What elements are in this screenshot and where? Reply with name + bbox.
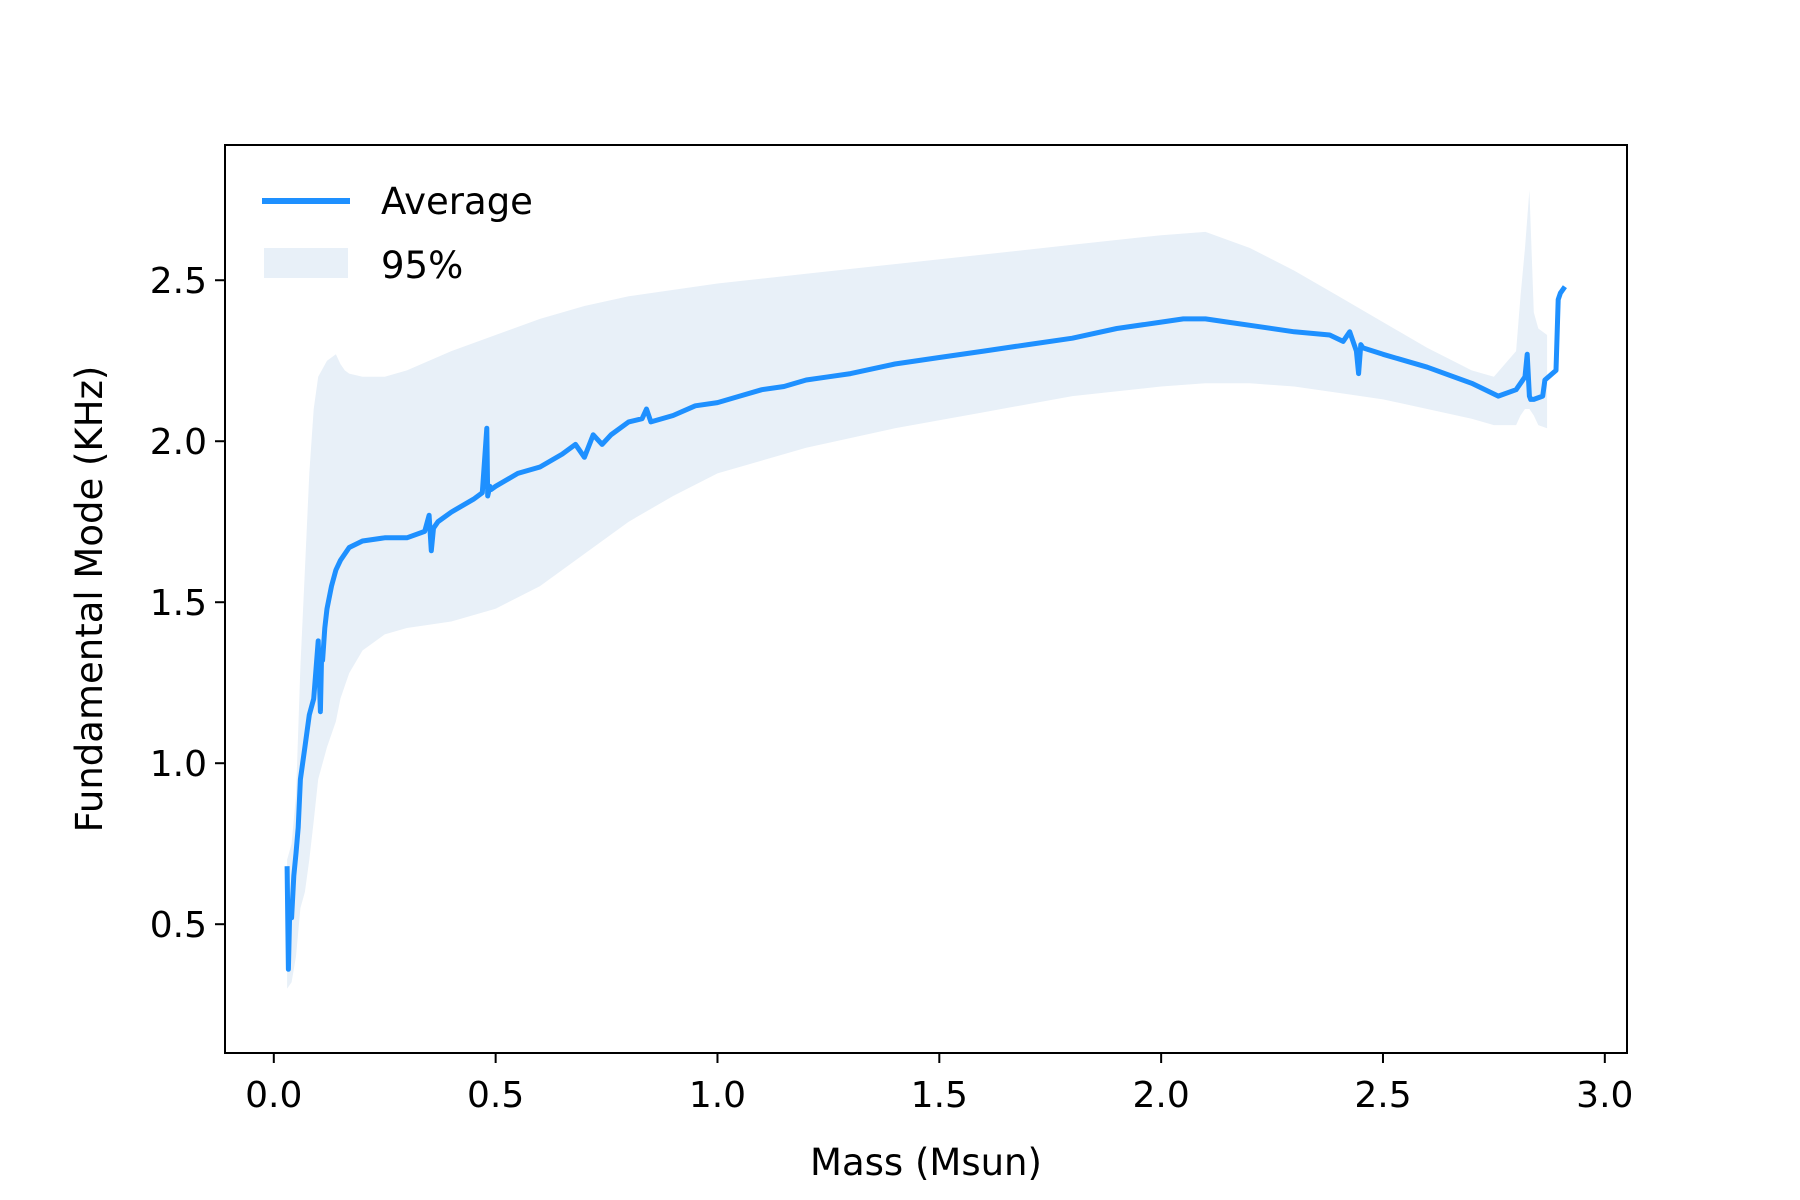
legend-band-label: 95% (381, 244, 463, 287)
legend-average-label: Average (381, 180, 533, 223)
y-tick-label: 2.0 (150, 422, 207, 463)
average-line (284, 285, 1567, 972)
legend: Average 95% (262, 180, 533, 287)
confidence-band-95 (287, 190, 1548, 989)
x-tick-label: 3.0 (1576, 1075, 1633, 1116)
legend-band-swatch (264, 248, 348, 278)
x-tick-label: 2.5 (1354, 1075, 1411, 1116)
plot-frame (224, 144, 1628, 1054)
x-axis-label: Mass (Msun) (810, 1141, 1042, 1184)
y-axis-label: Fundamental Mode (KHz) (68, 366, 111, 833)
x-axis-ticks: 0.0 0.5 1.0 1.5 2.0 2.5 3.0 (245, 1053, 1633, 1116)
y-axis-ticks: 0.5 1.0 1.5 2.0 2.5 (150, 261, 225, 946)
x-tick-label: 0.0 (245, 1075, 302, 1116)
x-tick-label: 0.5 (467, 1075, 524, 1116)
y-tick-label: 2.5 (150, 261, 207, 302)
confidence-band-layer (287, 190, 1548, 989)
x-tick-label: 2.0 (1133, 1075, 1190, 1116)
y-tick-label: 0.5 (150, 905, 207, 946)
y-tick-label: 1.5 (150, 583, 207, 624)
average-line-layer (284, 285, 1567, 972)
x-tick-label: 1.5 (911, 1075, 968, 1116)
y-tick-label: 1.0 (150, 744, 207, 785)
x-tick-label: 1.0 (689, 1075, 746, 1116)
